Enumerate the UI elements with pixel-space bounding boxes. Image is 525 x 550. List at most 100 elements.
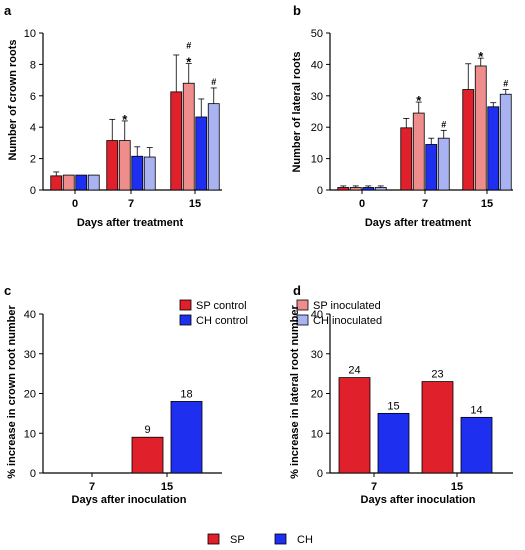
bar — [412, 112, 425, 191]
significance-marker: # — [503, 79, 508, 89]
data-label: 18 — [180, 388, 192, 400]
significance-marker: * — [186, 55, 192, 70]
x-tick-label: 7 — [128, 198, 134, 210]
bar — [437, 137, 450, 191]
x-tick-label: 15 — [481, 198, 493, 210]
bar — [337, 187, 350, 191]
x-axis-title: Days after treatment — [77, 217, 184, 229]
legend-swatch-sp-inoculated — [296, 299, 309, 311]
y-tick-label: 30 — [24, 349, 36, 361]
x-tick-label: 15 — [161, 481, 173, 493]
bar — [499, 93, 512, 191]
legend-label: CH inoculated — [313, 315, 382, 327]
data-label: 23 — [431, 369, 443, 381]
x-tick-label: 0 — [359, 198, 365, 210]
x-tick-label: 7 — [422, 198, 428, 210]
legend-label: SP — [230, 534, 245, 546]
bar — [474, 65, 487, 191]
bar — [207, 103, 220, 191]
legend-bottom: SP CH — [207, 533, 313, 546]
data-label: 24 — [348, 365, 360, 377]
bar — [421, 381, 454, 474]
bar — [106, 140, 119, 191]
legend-label: SP inoculated — [313, 300, 381, 312]
y-tick-label: 40 — [311, 309, 323, 321]
bar — [182, 82, 195, 191]
bar — [75, 174, 88, 191]
bar — [362, 187, 375, 191]
legend-label: SP control — [196, 300, 247, 312]
y-tick-label: 0 — [30, 185, 36, 197]
bar — [374, 187, 387, 191]
y-tick-label: 20 — [311, 122, 323, 134]
x-tick-label: 15 — [451, 481, 463, 493]
bar — [50, 175, 63, 191]
significance-marker: * — [416, 93, 422, 108]
y-tick-label: 40 — [24, 309, 36, 321]
x-axis-title: Days after inoculation — [72, 494, 187, 506]
legend-swatch-ch-control — [179, 314, 192, 326]
bar — [62, 174, 75, 191]
panel-c: c % increase in crown root number Days a… — [4, 283, 222, 506]
bar — [143, 156, 156, 191]
legend-top: SP control SP inoculated CH control CH i… — [179, 299, 382, 327]
y-tick-label: 2 — [30, 154, 36, 166]
y-tick-label: 10 — [311, 428, 323, 440]
significance-marker: # — [211, 77, 216, 87]
y-axis-title: Number of crown roots — [7, 39, 19, 160]
legend-swatch-sp — [207, 533, 220, 545]
bar — [338, 377, 371, 474]
y-tick-label: 6 — [30, 91, 36, 103]
legend-swatch-ch — [274, 533, 287, 545]
data-label: 14 — [470, 404, 482, 416]
bar — [425, 144, 438, 191]
significance-marker: * — [478, 49, 484, 64]
y-tick-label: 10 — [24, 28, 36, 40]
bar — [487, 106, 500, 191]
y-tick-label: 4 — [30, 122, 36, 134]
bar — [349, 187, 362, 191]
legend-swatch-ch-inoculated — [296, 314, 309, 326]
bar — [377, 412, 410, 474]
panel-letter: d — [293, 283, 301, 298]
y-tick-label: 40 — [311, 59, 323, 71]
bar — [131, 155, 144, 191]
x-axis-title: Days after treatment — [365, 217, 472, 229]
y-tick-label: 30 — [311, 349, 323, 361]
bar — [118, 140, 131, 191]
x-tick-label: 0 — [72, 198, 78, 210]
legend-label: CH control — [196, 315, 248, 327]
panel-letter: c — [4, 283, 11, 298]
y-tick-label: 8 — [30, 59, 36, 71]
y-axis-title: % increase in lateral root number — [289, 304, 301, 478]
y-tick-label: 20 — [311, 389, 323, 401]
y-tick-label: 0 — [30, 468, 36, 480]
bar — [131, 436, 164, 474]
panel-letter: a — [4, 3, 12, 18]
bar — [400, 127, 413, 191]
data-label: 15 — [387, 400, 399, 412]
x-tick-label: 7 — [371, 481, 377, 493]
bar — [170, 91, 183, 191]
x-tick-label: 7 — [89, 481, 95, 493]
panel-letter: b — [293, 3, 301, 18]
bar — [170, 401, 203, 474]
panel-a: a Number of crown roots Days after treat… — [4, 3, 222, 229]
panel-d: d % increase in lateral root number Days… — [289, 283, 513, 506]
significance-marker: * — [122, 112, 128, 127]
legend-swatch-sp-control — [179, 299, 192, 311]
significance-marker: # — [441, 119, 446, 129]
significance-marker: # — [186, 41, 191, 51]
y-axis-title: % increase in crown root number — [6, 304, 18, 478]
y-tick-label: 50 — [311, 28, 323, 40]
x-axis-title: Days after inoculation — [361, 494, 476, 506]
y-tick-label: 10 — [311, 154, 323, 166]
y-tick-label: 0 — [317, 185, 323, 197]
y-tick-label: 0 — [317, 468, 323, 480]
legend-label: CH — [297, 534, 313, 546]
bar — [87, 174, 100, 191]
y-tick-label: 20 — [24, 389, 36, 401]
x-tick-label: 15 — [189, 198, 201, 210]
data-label: 9 — [144, 424, 150, 436]
